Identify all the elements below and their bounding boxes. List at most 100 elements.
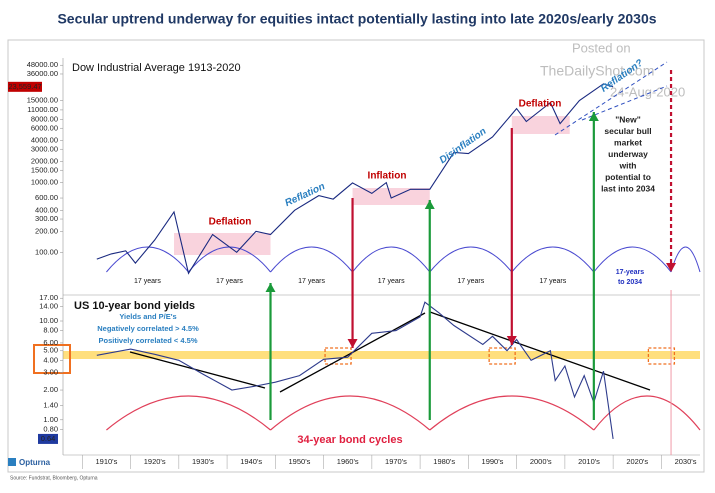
x-tick-label: 1920's (144, 457, 166, 466)
logo: Opturna (19, 458, 51, 467)
cycle-arc (270, 246, 353, 273)
regime-label: Reflation (283, 181, 326, 209)
cycle-length: to 2034 (618, 279, 642, 286)
cycle-arc (106, 246, 189, 273)
y-tick-label: 1.40 (43, 400, 58, 409)
bull-arrow-head (588, 112, 599, 121)
note: potential to (605, 172, 651, 182)
current-value-label: 23,559.47 (8, 82, 41, 91)
cycle-length: 17 years (134, 278, 161, 285)
deflation-zone (173, 233, 271, 255)
y-tick-label: 10.00 (39, 316, 58, 325)
x-tick-label: 2000's (530, 457, 552, 466)
note: last into 2034 (601, 183, 655, 193)
y-tick-label: 48000.00 (27, 60, 58, 69)
cycle-length: 17 years (378, 278, 405, 285)
y-tick-label: 300.00 (35, 214, 58, 223)
note: market (614, 137, 642, 147)
y-tick-label: 8.00 (43, 326, 58, 335)
bear-arrow-head (666, 263, 677, 272)
correlation-note: Positively correlated < 4.5% (98, 336, 197, 345)
regime-label: Deflation (209, 217, 252, 228)
bond-cycle-arc (106, 395, 271, 431)
regime-label: Inflation (368, 171, 407, 182)
x-tick-label: 1990's (482, 457, 504, 466)
channel-line (554, 61, 668, 136)
cycle-arc (593, 246, 672, 273)
series-line (96, 301, 614, 439)
y-tick-label: 2000.00 (31, 157, 58, 166)
y-tick-label: 1.00 (43, 415, 58, 424)
cycle-length: 17 years (457, 278, 484, 285)
cycle-label: 34-year bond cycles (297, 434, 402, 446)
channel-line (581, 85, 668, 121)
watermark: Posted on (572, 40, 631, 55)
y-tick-label: 14.00 (39, 302, 58, 311)
x-tick-label: 1950's (289, 457, 311, 466)
note: secular bull (604, 126, 651, 136)
source: Source: Fundstrat, Bloomberg, Opturna (10, 475, 98, 481)
bull-arrow-head (424, 200, 435, 209)
current-value-box (8, 81, 42, 92)
current-value-label: 0.64 (41, 434, 56, 443)
x-tick-label: 1930's (192, 457, 214, 466)
bond-cycle-arc (593, 395, 701, 431)
x-tick-label: 1970's (385, 457, 407, 466)
cycle-length: 17 years (216, 278, 243, 285)
logo-icon (8, 458, 16, 466)
watermark: TheDailyShot.com (540, 63, 654, 79)
bear-arrow-head (506, 336, 517, 345)
trend-line (129, 351, 266, 389)
y-tick-label: 3000.00 (31, 144, 58, 153)
y-tick-label: 4.00 (43, 355, 58, 364)
bond-cycle-arc (270, 395, 431, 431)
correlation-note: Negatively correlated > 4.5% (97, 324, 199, 333)
cycle-arc (352, 246, 431, 273)
y-tick-label: 1500.00 (31, 165, 58, 174)
tick-highlight (33, 344, 71, 374)
cycle-length: 17-years (616, 269, 645, 276)
x-tick-label: 1910's (95, 457, 117, 466)
x-tick-label: 1960's (337, 457, 359, 466)
y-tick-label: 0.80 (43, 424, 58, 433)
panel-title: Dow Industrial Average 1913-2020 (72, 62, 241, 74)
regime-label: Disinflation (438, 126, 489, 166)
trend-line (429, 311, 651, 391)
x-tick-label: 2020's (626, 457, 648, 466)
y-tick-label: 6000.00 (31, 123, 58, 132)
note: "New" (615, 114, 641, 124)
correlation-note: Yields and P/E's (119, 312, 176, 321)
y-tick-label: 200.00 (35, 226, 58, 235)
y-tick-label: 15000.00 (27, 95, 58, 104)
y-tick-label: 2.00 (43, 385, 58, 394)
regime-label: Deflation (519, 99, 562, 110)
x-tick-label: 1940's (240, 457, 262, 466)
bond-cycle-arc (429, 395, 595, 431)
cycle-arc (429, 246, 513, 273)
bear-arrow-head (347, 339, 358, 348)
cycle-length: 17 years (539, 278, 566, 285)
x-tick-label: 1980's (433, 457, 455, 466)
y-tick-label: 17.00 (39, 293, 58, 302)
y-tick-label: 3.00 (43, 368, 58, 377)
y-tick-label: 600.00 (35, 193, 58, 202)
deflation-zone (511, 116, 570, 134)
x-tick-label: 2010's (578, 457, 600, 466)
y-tick-label: 11000.00 (27, 105, 58, 114)
y-tick-label: 5.00 (43, 346, 58, 355)
bull-arrow-head (265, 283, 276, 292)
y-tick-label: 1000.00 (31, 178, 58, 187)
note: with (619, 160, 637, 170)
crossing-box (488, 347, 516, 365)
chart-title: Secular uptrend underway for equities in… (57, 11, 656, 27)
y-tick-label: 36000.00 (27, 69, 58, 78)
y-tick-label: 400.00 (35, 205, 58, 214)
cycle-arc (511, 246, 595, 273)
crossing-box (647, 347, 676, 365)
cycle-length: 17 years (298, 278, 325, 285)
y-tick-label: 6.00 (43, 338, 58, 347)
series-line (96, 83, 614, 275)
watermark: 24-Aug-2020 (610, 84, 685, 99)
y-tick-label: 100.00 (35, 247, 58, 256)
